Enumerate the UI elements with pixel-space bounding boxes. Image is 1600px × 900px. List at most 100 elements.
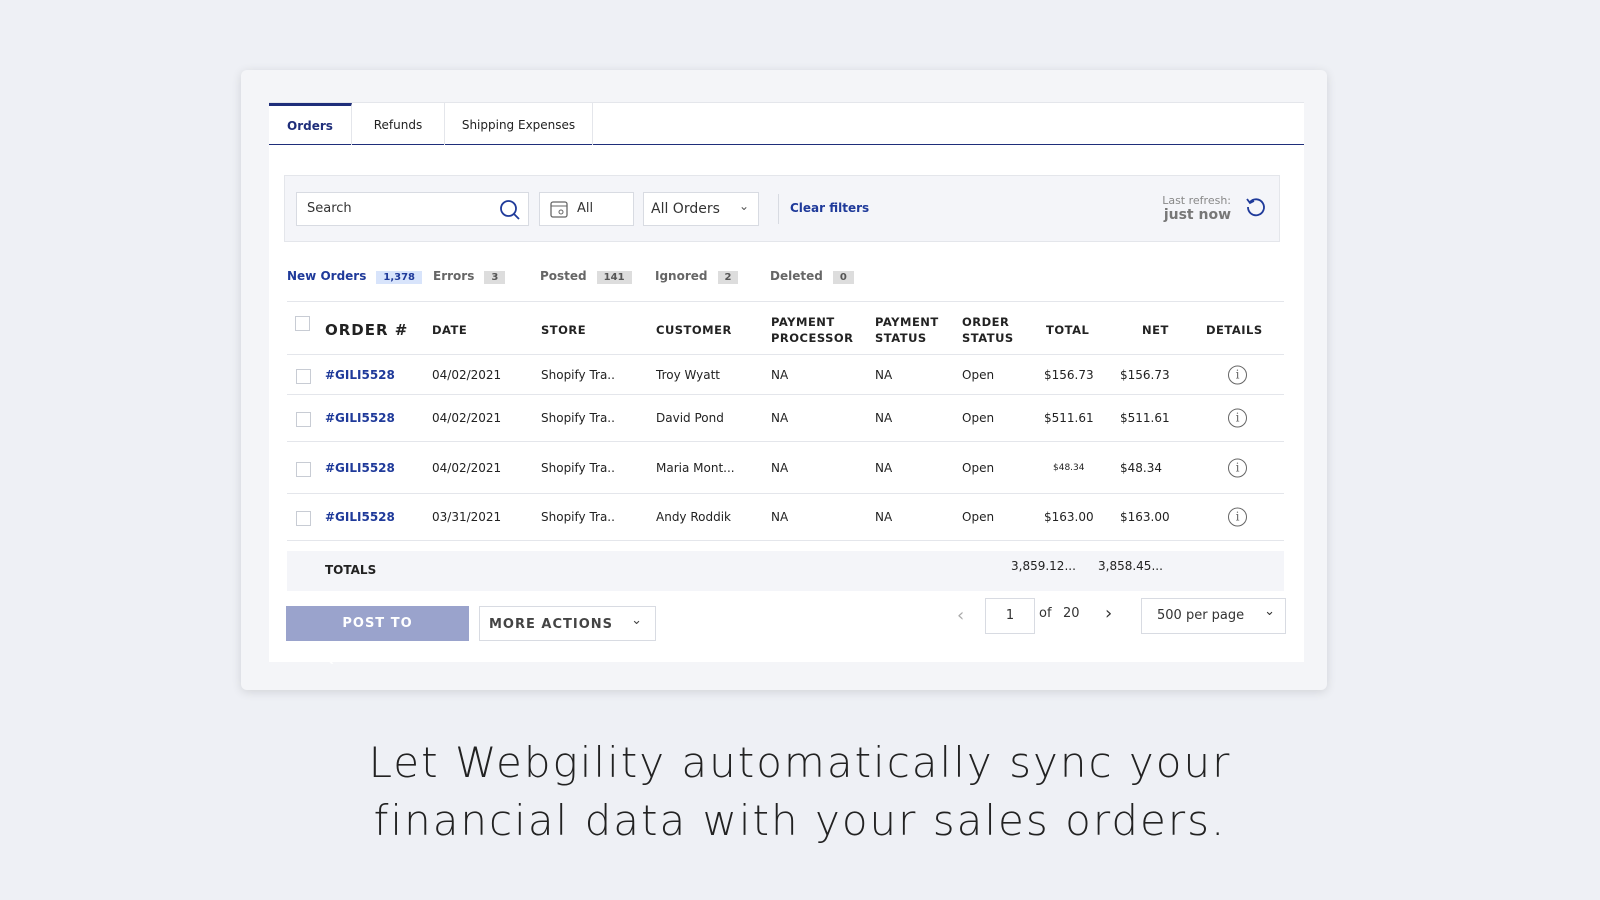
row-checkbox[interactable] — [296, 368, 311, 384]
tab-bar: Orders Refunds Shipping Expenses — [269, 102, 1304, 145]
totals-label: TOTALS — [325, 563, 377, 577]
row-checkbox[interactable] — [296, 511, 311, 526]
col-label: STATUS — [962, 331, 1014, 345]
col-label: ORDER — [962, 315, 1010, 329]
prev-page-icon[interactable]: ‹ — [957, 605, 965, 626]
post-to-quickbooks-button[interactable]: POST TO QUICKBOOKS — [286, 606, 469, 666]
status-count-badge: 0 — [832, 271, 854, 284]
refresh-label: Last refresh: — [1162, 194, 1231, 207]
page-count: 20 — [1063, 606, 1080, 621]
search-input[interactable]: Search — [296, 192, 529, 226]
status-filter-deleted[interactable]: Deleted 0 — [770, 269, 854, 284]
orders-card: Orders Refunds Shipping Expenses Search … — [241, 70, 1327, 690]
order-type-dropdown[interactable]: All Orders ⌄ — [643, 192, 759, 226]
cell-order[interactable]: #GILI5528 — [325, 510, 395, 524]
cell-date: 04/02/2021 — [432, 411, 502, 425]
cell-store: Shopify Tra.. — [541, 411, 615, 425]
col-total: TOTAL — [1046, 323, 1090, 337]
col-details: DETAILS — [1206, 323, 1263, 337]
row-checkbox[interactable] — [296, 461, 311, 477]
col-customer: CUSTOMER — [656, 323, 732, 337]
status-count-badge: 141 — [596, 271, 632, 284]
row-checkbox[interactable] — [296, 412, 311, 427]
calendar-icon — [550, 201, 568, 218]
chevron-down-icon: ⌄ — [1264, 604, 1275, 619]
cell-store: Shopify Tra.. — [541, 367, 615, 382]
cell-pstatus: NA — [875, 460, 893, 475]
cell-total: $163.00 — [1044, 510, 1094, 524]
cell-customer: David Pond — [656, 411, 724, 425]
col-label: PROCESSOR — [771, 331, 854, 345]
next-page-icon[interactable]: › — [1105, 603, 1113, 624]
info-icon[interactable]: i — [1228, 458, 1247, 477]
col-payment-processor: PAYMENT PROCESSOR — [771, 314, 854, 346]
page-of-label: of — [1039, 606, 1052, 621]
col-label: PAYMENT — [771, 315, 835, 329]
table-row: #GILI5528 04/02/2021 Shopify Tra.. David Po… — [287, 395, 1284, 442]
orders-panel: Orders Refunds Shipping Expenses Search … — [269, 102, 1304, 666]
more-actions-label: MORE ACTIONS — [489, 617, 614, 632]
divider — [778, 194, 779, 224]
select-all-checkbox[interactable] — [295, 316, 310, 331]
cell-net: $48.34 — [1120, 460, 1162, 475]
col-order-status: ORDER STATUS — [962, 314, 1014, 346]
caption-line-1: Let Webgility automatically sync your — [368, 738, 1232, 787]
cell-total: $511.61 — [1044, 411, 1094, 425]
last-refresh: Last refresh: just now — [1162, 194, 1231, 222]
date-filter[interactable]: All — [539, 192, 634, 226]
cell-pstatus: NA — [875, 510, 893, 524]
search-placeholder: Search — [307, 201, 352, 216]
search-icon[interactable] — [499, 199, 521, 221]
cell-pstatus: NA — [875, 411, 893, 425]
refresh-value: just now — [1163, 207, 1231, 223]
cell-order[interactable]: #GILI5528 — [325, 367, 395, 382]
cell-date: 04/02/2021 — [432, 367, 502, 382]
col-net: NET — [1142, 323, 1169, 337]
totals-total: 3,859.12... — [1011, 559, 1076, 573]
tab-shipping-expenses[interactable]: Shipping Expenses — [445, 103, 593, 145]
cell-total: $48.34 — [1053, 462, 1085, 473]
cell-order[interactable]: #GILI5528 — [325, 411, 395, 425]
totals-net: 3,858.45... — [1098, 559, 1163, 573]
cell-pstatus: NA — [875, 367, 893, 382]
per-page-value: 500 per page — [1157, 608, 1245, 623]
info-icon[interactable]: i — [1228, 365, 1247, 384]
info-icon[interactable]: i — [1228, 507, 1247, 527]
refresh-icon[interactable] — [1245, 196, 1267, 218]
status-filter-ignored[interactable]: Ignored 2 — [655, 269, 739, 284]
col-label: STATUS — [875, 331, 927, 345]
status-label: New Orders — [287, 269, 367, 283]
table-row: #GILI5528 03/31/2021 Shopify Tra.. Andy Rod… — [287, 494, 1284, 541]
status-filter-posted[interactable]: Posted 141 — [540, 269, 632, 284]
cell-customer: Andy Roddik — [656, 510, 732, 524]
chevron-down-icon: ⌄ — [738, 199, 749, 213]
clear-filters-link[interactable]: Clear filters — [790, 201, 870, 215]
page-input[interactable]: 1 — [985, 598, 1035, 634]
cell-net: $511.61 — [1120, 411, 1170, 425]
status-filter-errors[interactable]: Errors 3 — [433, 269, 506, 284]
chevron-down-icon: ⌄ — [631, 613, 643, 628]
status-filter-new-orders[interactable]: New Orders 1,378 — [287, 269, 422, 284]
cell-processor: NA — [771, 510, 789, 524]
status-count-badge: 3 — [484, 271, 506, 284]
tab-orders[interactable]: Orders — [269, 103, 352, 145]
col-date: DATE — [432, 323, 468, 337]
cell-date: 04/02/2021 — [432, 460, 502, 475]
cell-net: $163.00 — [1120, 510, 1170, 524]
cell-date: 03/31/2021 — [432, 510, 502, 524]
more-actions-dropdown[interactable]: MORE ACTIONS ⌄ — [479, 606, 656, 641]
status-count-badge: 2 — [717, 271, 739, 284]
status-label: Posted — [540, 269, 587, 283]
cell-processor: NA — [771, 367, 789, 382]
table-row: #GILI5528 04/02/2021 Shopify Tra.. Troy Wya… — [287, 355, 1284, 395]
cell-customer: Troy Wyatt — [656, 367, 721, 382]
tab-refunds[interactable]: Refunds — [352, 103, 445, 145]
status-label: Errors — [433, 269, 475, 283]
order-type-value: All Orders — [651, 201, 720, 217]
info-icon[interactable]: i — [1228, 408, 1247, 428]
col-payment-status: PAYMENT STATUS — [875, 314, 939, 346]
table-header: ORDER # DATE STORE CUSTOMER PAYMENT PROCE… — [287, 301, 1284, 355]
per-page-dropdown[interactable]: 500 per page ⌄ — [1141, 598, 1286, 634]
cell-order[interactable]: #GILI5528 — [325, 460, 395, 475]
col-store: STORE — [541, 323, 587, 337]
